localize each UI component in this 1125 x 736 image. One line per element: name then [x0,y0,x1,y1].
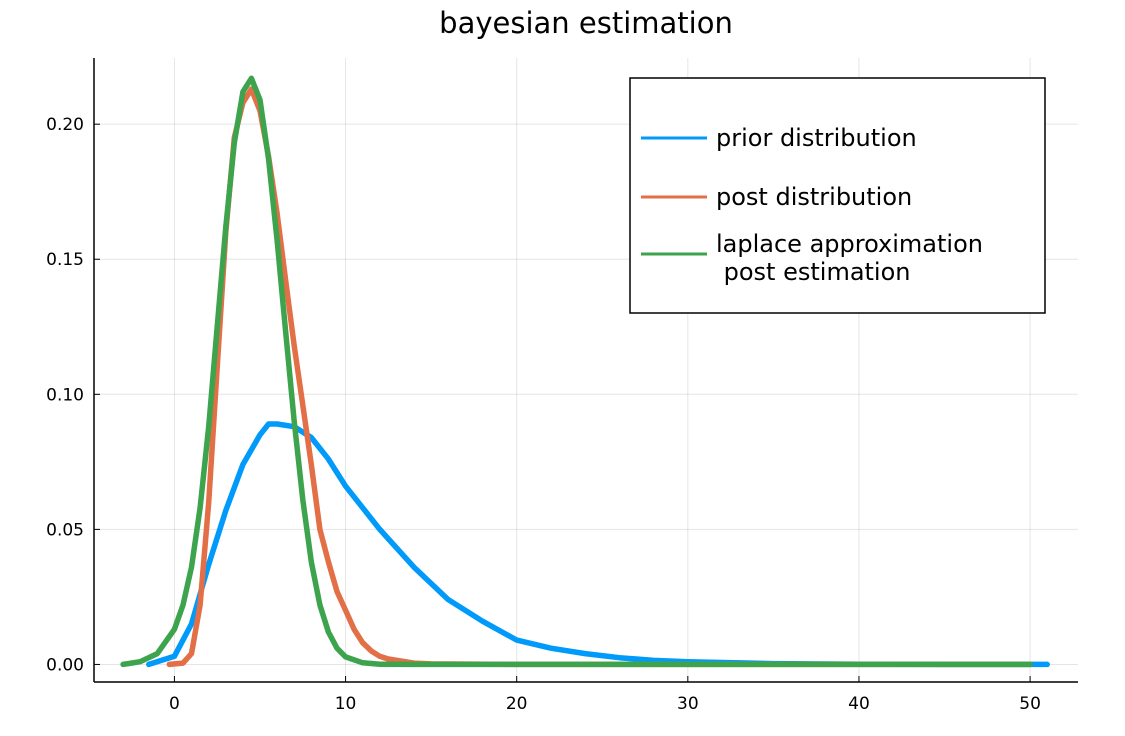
y-tick-label-0: 0.00 [46,655,84,675]
x-tick-label-3: 30 [677,694,699,714]
legend-label-0: prior distribution [716,124,917,152]
chart-title: bayesian estimation [439,6,733,40]
x-tick-label-1: 10 [335,694,357,714]
y-tick-label-4: 0.20 [46,115,84,135]
axes [93,58,1078,683]
y-tick-label-3: 0.15 [46,250,84,270]
x-tick-label-0: 0 [169,694,180,714]
series-line-0 [146,421,1050,668]
legend: prior distribution post distribution lapla… [629,77,1046,314]
y-ticks: 0.00 0.05 0.10 0.15 0.20 [46,115,100,675]
y-tick-label-2: 0.10 [46,385,84,405]
legend-label-1: post distribution [716,183,912,211]
series-line-1 [166,86,1033,668]
x-tick-label-2: 20 [506,694,528,714]
y-tick-label-1: 0.05 [46,520,84,540]
x-tick-label-4: 40 [848,694,870,714]
x-tick-label-5: 50 [1019,694,1041,714]
series-line-2 [120,75,1033,668]
legend-label-2: laplace approximation post estimation [716,230,983,286]
x-ticks: 0 10 20 30 40 50 [169,676,1041,714]
plot-lines [120,75,1050,668]
